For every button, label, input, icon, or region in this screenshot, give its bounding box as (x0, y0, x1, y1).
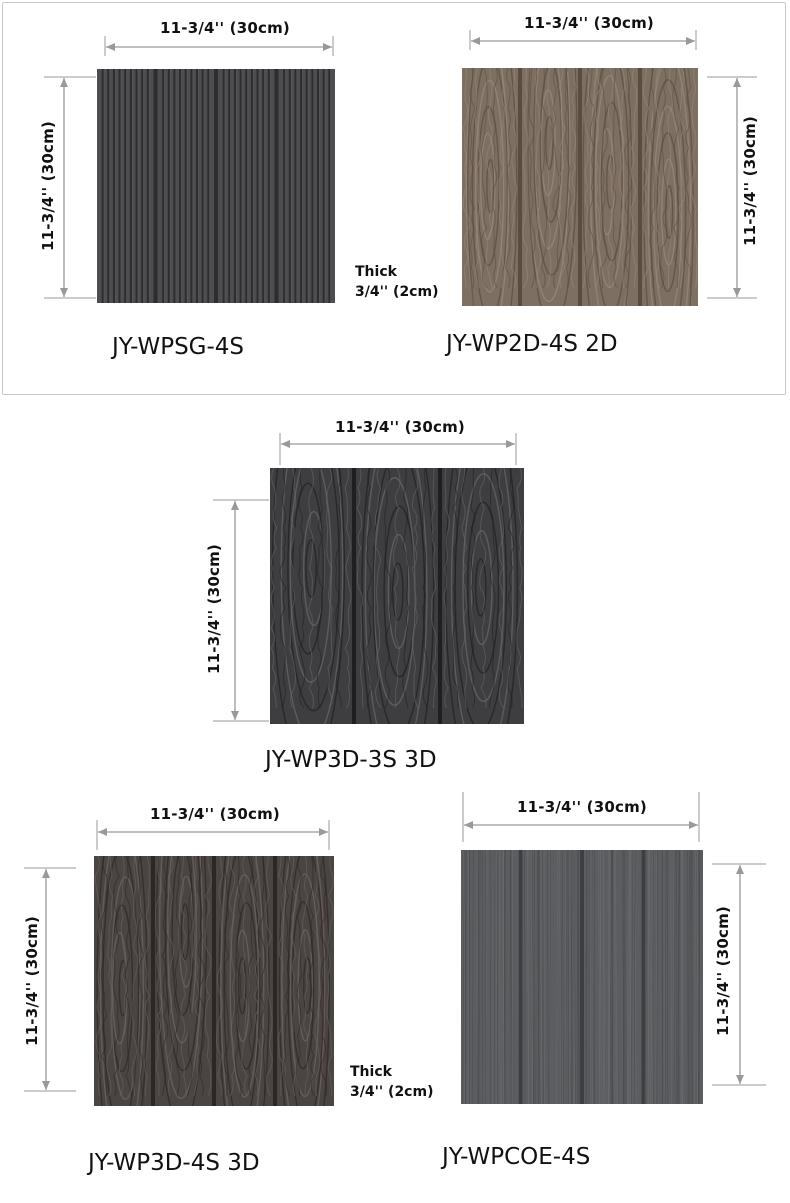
width-arrow-1 (104, 36, 334, 56)
tile-slat (278, 69, 335, 303)
thickness-label-1: Thick 3/4'' (2cm) (355, 262, 438, 302)
height-arrow-2 (707, 76, 757, 299)
height-label-5: 11-3/4'' (30cm) (714, 906, 732, 1036)
tile-image-jy-wpcoe-4s (461, 850, 703, 1104)
tile-slat (462, 68, 518, 306)
thickness-value: 3/4'' (2cm) (350, 1084, 434, 1100)
height-arrow-5 (712, 863, 766, 1086)
width-label-3: 11-3/4'' (30cm) (335, 418, 465, 436)
tile-slat (522, 68, 578, 306)
width-label-5: 11-3/4'' (30cm) (517, 798, 647, 816)
tile-slat (522, 850, 580, 1104)
tile-image-jy-wp3d-4s-3d (94, 856, 334, 1106)
model-label-jy-wpcoe-4s: JY-WPCOE-4S (442, 1144, 591, 1170)
tile-slat (277, 856, 334, 1106)
thickness-value: 3/4'' (2cm) (355, 284, 439, 300)
tile-slat (442, 468, 524, 724)
height-arrow-4 (24, 867, 76, 1092)
tile-slat (582, 68, 638, 306)
tile-slat (218, 69, 275, 303)
width-arrow-5 (462, 792, 700, 842)
tile-slat (356, 468, 438, 724)
tile-image-jy-wp3d-3s-3d (270, 468, 524, 724)
tile-slat (157, 69, 214, 303)
width-label-1: 11-3/4'' (30cm) (160, 19, 290, 37)
tile-image-jy-wp2d-4s-2d (462, 68, 698, 306)
width-arrow-4 (96, 820, 330, 850)
tile-slat (270, 468, 352, 724)
tile-slat (461, 850, 519, 1104)
model-label-jy-wp3d-3s-3d: JY-WP3D-3S 3D (265, 747, 437, 773)
model-label-jy-wp2d-4s-2d: JY-WP2D-4S 2D (446, 331, 618, 357)
model-label-jy-wp3d-4s-3d: JY-WP3D-4S 3D (88, 1150, 260, 1176)
thickness-label-2: Thick 3/4'' (2cm) (350, 1062, 433, 1102)
width-arrow-3 (279, 433, 517, 465)
tile-slat (155, 856, 212, 1106)
tile-slat (644, 850, 703, 1104)
tile-slat (94, 856, 151, 1106)
tile-image-jy-wpsg-4s (97, 69, 335, 303)
height-label-3: 11-3/4'' (30cm) (205, 544, 223, 674)
thickness-title: Thick (355, 264, 397, 280)
height-label-2: 11-3/4'' (30cm) (741, 116, 759, 246)
width-arrow-2 (469, 30, 697, 50)
height-label-4: 11-3/4'' (30cm) (23, 916, 41, 1046)
width-label-4: 11-3/4'' (30cm) (150, 805, 280, 823)
tile-slat (642, 68, 698, 306)
tile-slat (216, 856, 273, 1106)
top-panel-frame (2, 2, 786, 395)
tile-slat (97, 69, 154, 303)
width-label-2: 11-3/4'' (30cm) (524, 14, 654, 32)
height-arrow-1 (44, 76, 96, 299)
model-label-jy-wpsg-4s: JY-WPSG-4S (112, 334, 245, 360)
tile-slat (584, 850, 642, 1104)
thickness-title: Thick (350, 1064, 392, 1080)
height-label-1: 11-3/4'' (30cm) (39, 121, 57, 251)
height-arrow-3 (213, 499, 269, 722)
